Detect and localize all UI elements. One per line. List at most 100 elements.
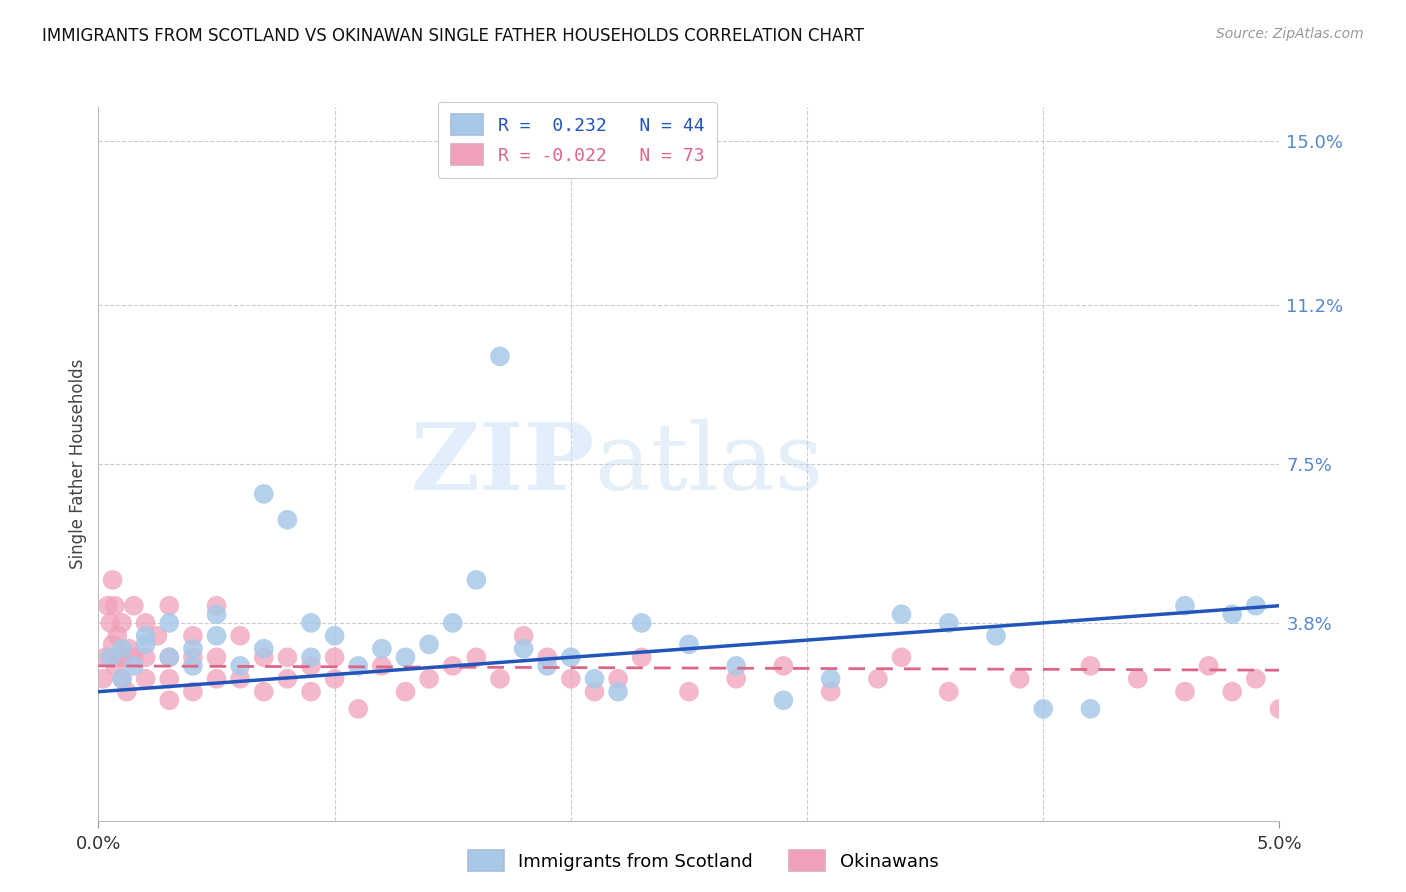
Point	[1174, 599, 1197, 613]
Point	[299, 684, 322, 698]
Point	[630, 615, 652, 630]
Point	[560, 650, 582, 665]
Point	[394, 684, 416, 698]
Point	[299, 615, 322, 630]
Point	[115, 684, 138, 698]
Point	[135, 672, 157, 686]
Point	[489, 350, 512, 364]
Point	[1244, 672, 1267, 686]
Point	[1316, 672, 1339, 686]
Point	[1080, 702, 1102, 716]
Point	[560, 672, 582, 686]
Point	[181, 650, 204, 665]
Point	[1032, 702, 1054, 716]
Point	[205, 629, 228, 643]
Point	[299, 659, 322, 673]
Point	[135, 650, 157, 665]
Point	[371, 659, 394, 673]
Point	[205, 650, 228, 665]
Point	[146, 629, 169, 643]
Point	[607, 672, 630, 686]
Point	[229, 672, 252, 686]
Point	[98, 650, 121, 665]
Point	[465, 650, 488, 665]
Point	[1268, 702, 1291, 716]
Point	[135, 629, 157, 643]
Text: atlas: atlas	[595, 419, 824, 508]
Point	[122, 599, 145, 613]
Point	[205, 672, 228, 686]
Point	[1362, 702, 1385, 716]
Point	[465, 573, 488, 587]
Point	[1339, 693, 1361, 707]
Point	[205, 599, 228, 613]
Point	[725, 672, 748, 686]
Point	[181, 641, 204, 656]
Point	[418, 672, 440, 686]
Point	[97, 599, 120, 613]
Point	[583, 672, 606, 686]
Point	[122, 659, 145, 673]
Point	[108, 650, 131, 665]
Point	[323, 629, 346, 643]
Point	[111, 672, 134, 686]
Point	[441, 615, 464, 630]
Point	[276, 650, 298, 665]
Point	[111, 672, 134, 686]
Point	[1126, 672, 1149, 686]
Point	[253, 641, 276, 656]
Point	[536, 650, 558, 665]
Point	[181, 629, 204, 643]
Legend: R =  0.232   N = 44, R = -0.022   N = 73: R = 0.232 N = 44, R = -0.022 N = 73	[439, 102, 717, 178]
Point	[323, 672, 346, 686]
Text: ZIP: ZIP	[411, 419, 595, 508]
Point	[111, 641, 134, 656]
Text: IMMIGRANTS FROM SCOTLAND VS OKINAWAN SINGLE FATHER HOUSEHOLDS CORRELATION CHART: IMMIGRANTS FROM SCOTLAND VS OKINAWAN SIN…	[42, 27, 865, 45]
Point	[512, 629, 534, 643]
Point	[111, 615, 134, 630]
Point	[630, 650, 652, 665]
Point	[157, 693, 180, 707]
Point	[181, 684, 204, 698]
Point	[181, 659, 204, 673]
Text: Source: ZipAtlas.com: Source: ZipAtlas.com	[1216, 27, 1364, 41]
Point	[323, 650, 346, 665]
Point	[938, 615, 960, 630]
Point	[441, 659, 464, 673]
Point	[111, 650, 134, 665]
Point	[135, 637, 157, 651]
Point	[157, 650, 180, 665]
Point	[1220, 607, 1243, 622]
Point	[866, 672, 889, 686]
Point	[536, 659, 558, 673]
Point	[890, 650, 912, 665]
Point	[157, 615, 180, 630]
Point	[820, 672, 842, 686]
Point	[101, 637, 124, 651]
Point	[205, 607, 228, 622]
Point	[678, 637, 700, 651]
Point	[394, 650, 416, 665]
Point	[512, 641, 534, 656]
Point	[157, 672, 180, 686]
Point	[1080, 659, 1102, 673]
Point	[276, 672, 298, 686]
Point	[772, 659, 794, 673]
Point	[347, 659, 370, 673]
Point	[583, 684, 606, 698]
Point	[135, 615, 157, 630]
Point	[678, 684, 700, 698]
Point	[725, 659, 748, 673]
Point	[104, 659, 127, 673]
Point	[122, 650, 145, 665]
Point	[253, 650, 276, 665]
Point	[347, 702, 370, 716]
Point	[253, 684, 276, 698]
Point	[118, 641, 141, 656]
Point	[1008, 672, 1031, 686]
Point	[984, 629, 1007, 643]
Point	[371, 641, 394, 656]
Point	[105, 629, 128, 643]
Point	[104, 599, 127, 613]
Point	[890, 607, 912, 622]
